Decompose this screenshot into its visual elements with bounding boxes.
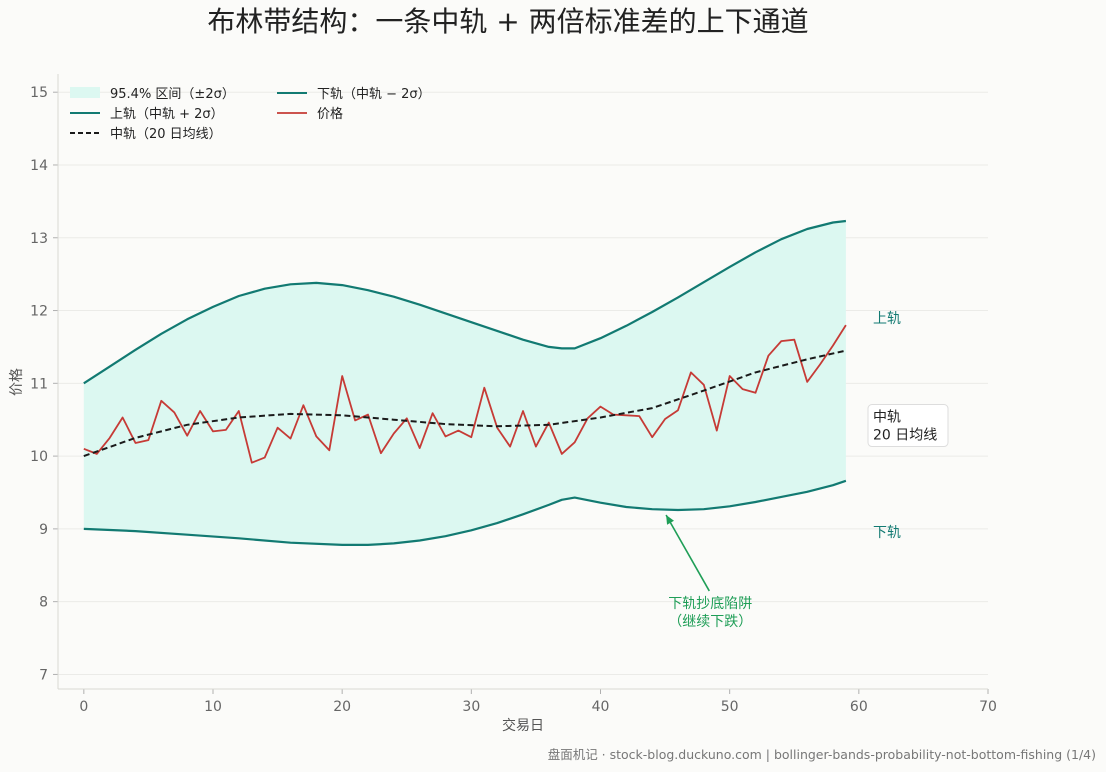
- band-fill: [83, 221, 846, 545]
- xtick-label-0: 0: [79, 699, 88, 715]
- mid-label-box: [867, 404, 949, 448]
- xtick-label-20: 20: [333, 699, 351, 715]
- xtick-label-60: 60: [850, 699, 868, 715]
- ytick-label-7: 7: [39, 667, 48, 683]
- ytick-label-10: 10: [30, 449, 48, 465]
- legend-label-lower: 下轨（中轨 − 2σ）: [317, 87, 431, 102]
- legend-label-band: 95.4% 区间（±2σ）: [110, 87, 235, 102]
- annotation-text-line-1: 下轨抄底陷阱: [668, 596, 752, 612]
- annotation: 下轨抄底陷阱（继续下跌）: [665, 514, 752, 630]
- ytick-label-15: 15: [30, 85, 48, 101]
- x-axis-label: 交易日: [502, 717, 544, 734]
- legend-label-mid: 中轨（20 日均线）: [110, 127, 222, 142]
- right-label-mid-line-1: 中轨: [873, 410, 901, 426]
- xtick-label-40: 40: [592, 699, 610, 715]
- annotation-arrow-head: [666, 514, 675, 525]
- series-lines: [83, 219, 847, 547]
- series-mid-line: [83, 349, 847, 458]
- annotation-arrow-line: [665, 514, 710, 592]
- xtick-label-10: 10: [204, 699, 222, 715]
- xtick-label-30: 30: [462, 699, 480, 715]
- ytick-label-13: 13: [30, 231, 48, 247]
- ytick-label-12: 12: [30, 304, 48, 320]
- band-area: [83, 221, 846, 545]
- chart-title: 布林带结构：一条中轨 + 两倍标准差的上下通道: [207, 5, 808, 38]
- series-price-line: [83, 324, 847, 464]
- ytick-label-9: 9: [39, 522, 48, 538]
- legend-label-price: 价格: [317, 106, 343, 122]
- right-label-lower: 下轨: [873, 525, 901, 541]
- xtick-label-70: 70: [979, 699, 997, 715]
- right-label-mid-line-2: 20 日均线: [873, 428, 937, 444]
- ytick-label-11: 11: [30, 376, 48, 392]
- legend: 95.4% 区间（±2σ） 上轨（中轨 + 2σ） 中轨（20 日均线） 下轨（中轨 …: [70, 87, 431, 142]
- right-label-upper: 上轨: [873, 311, 901, 327]
- annotation-text-line-2: （继续下跌）: [668, 613, 752, 630]
- footer-source: 盘面机记 · stock-blog.duckuno.com | bollinge…: [548, 747, 1096, 762]
- ytick-label-14: 14: [30, 158, 48, 174]
- legend-label-upper: 上轨（中轨 + 2σ）: [110, 107, 224, 122]
- xtick-label-50: 50: [721, 699, 739, 715]
- y-axis-label: 价格: [9, 368, 25, 396]
- series-upper-line: [83, 219, 847, 385]
- ytick-label-8: 8: [39, 595, 48, 611]
- series-lower-line: [83, 479, 847, 547]
- legend-swatch-band: [70, 87, 100, 98]
- axes: 7 8 9 10 11 12 13 14 15 0 10 20 30 40 50 60 70: [30, 74, 997, 715]
